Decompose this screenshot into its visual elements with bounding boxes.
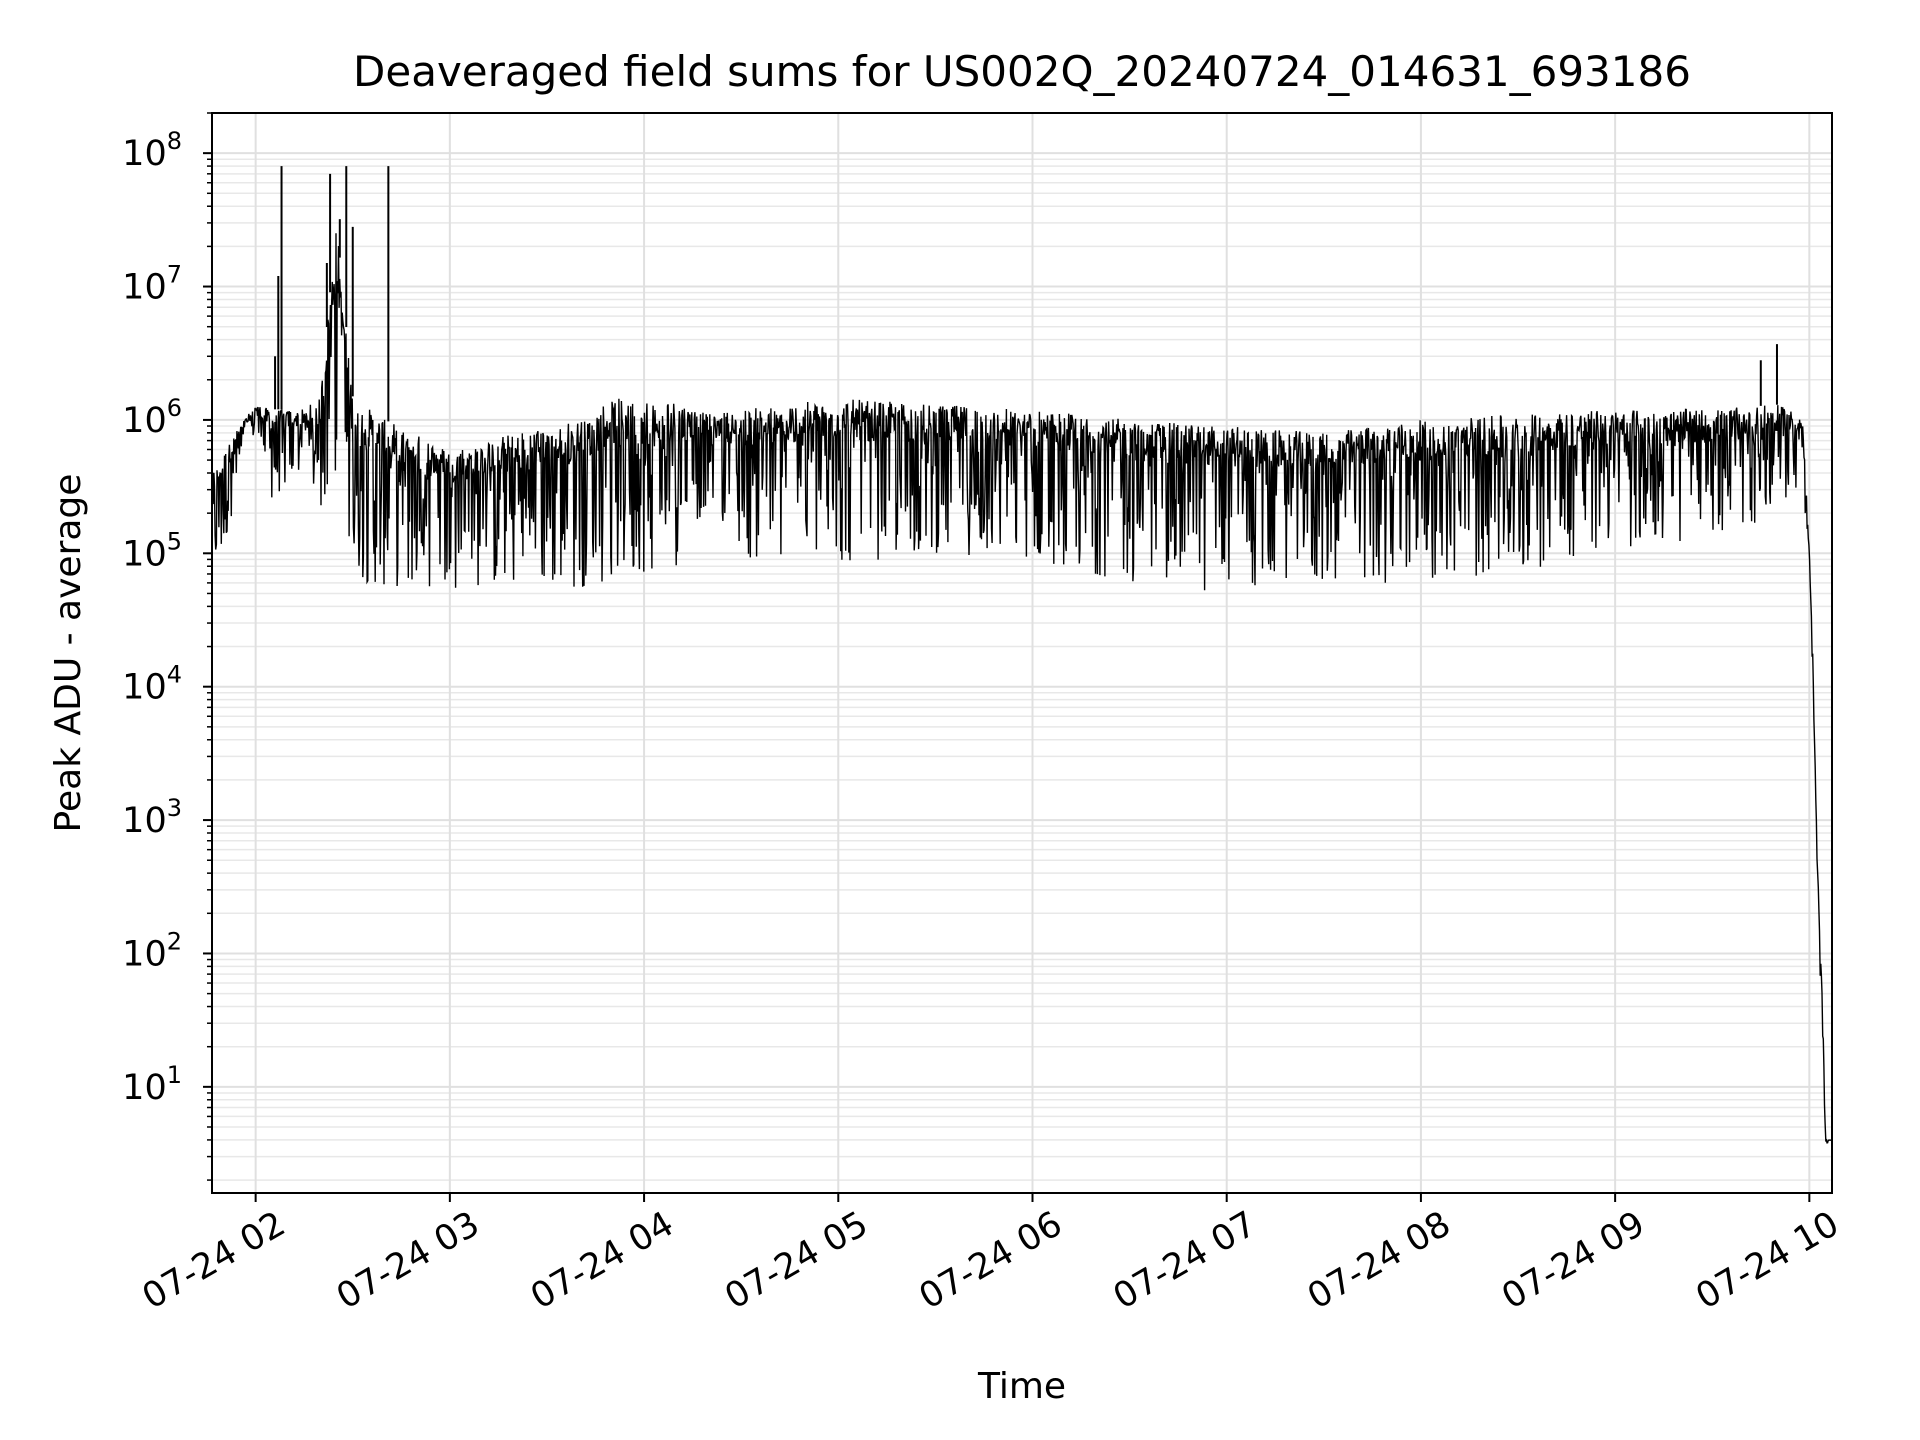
y-tick-base: 10 (122, 401, 167, 441)
y-tick-label: 102 (122, 927, 182, 974)
major-gridlines (212, 113, 1832, 1193)
y-tick-label: 103 (122, 794, 182, 841)
y-tick-base: 10 (122, 268, 167, 308)
plot-area-frame (211, 112, 1833, 1194)
y-tick-exponent: 3 (167, 794, 182, 822)
y-tick-exponent: 8 (167, 127, 182, 155)
y-tick-base: 10 (122, 1068, 167, 1108)
y-tick-exponent: 6 (167, 394, 182, 422)
y-tick-exponent: 2 (167, 927, 182, 955)
y-tick-label: 106 (122, 394, 182, 441)
y-tick-base: 10 (122, 801, 167, 841)
y-tick-base: 10 (122, 668, 167, 708)
y-tick-exponent: 7 (167, 261, 182, 289)
chart-title: Deaveraged field sums for US002Q_2024072… (353, 47, 1691, 96)
y-tick-exponent: 1 (167, 1061, 182, 1089)
x-axis-label: Time (977, 1366, 1066, 1407)
y-axis-label: Peak ADU - average (48, 474, 89, 833)
y-tick-base: 10 (122, 134, 167, 174)
y-tick-label: 108 (122, 127, 182, 174)
y-tick-label: 105 (122, 527, 182, 574)
y-tick-label: 104 (122, 661, 182, 708)
y-tick-exponent: 5 (167, 527, 182, 555)
series-line (212, 233, 1832, 1144)
y-tick-base: 10 (122, 534, 167, 574)
y-tick-base: 10 (122, 934, 167, 974)
y-tick-label: 101 (122, 1061, 182, 1108)
series-layer (212, 166, 1832, 1144)
y-tick-label: 107 (122, 261, 182, 308)
y-tick-exponent: 4 (167, 661, 182, 689)
